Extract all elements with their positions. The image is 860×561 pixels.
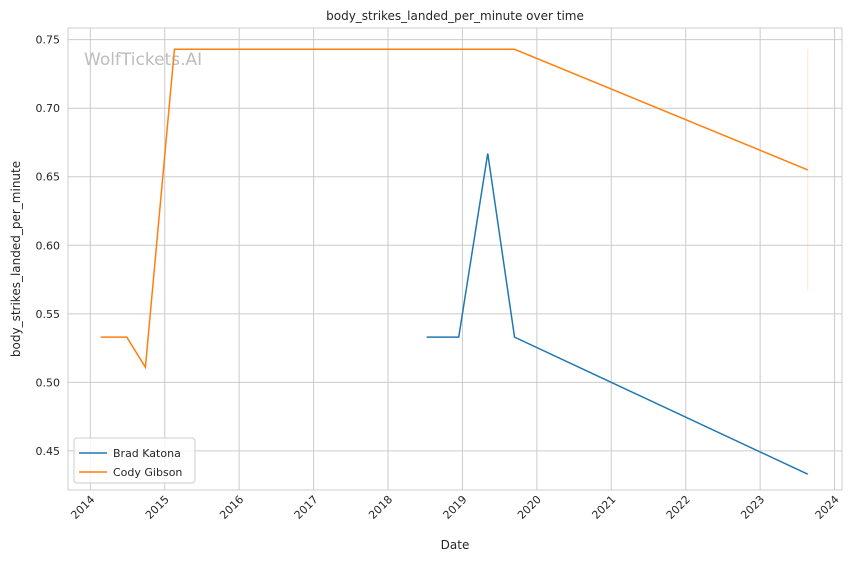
- x-tick-label: 2023: [738, 493, 767, 522]
- series-lines: [100, 48, 809, 475]
- y-tick-label: 0.45: [36, 445, 61, 458]
- watermark: WolfTickets.AI: [84, 50, 202, 70]
- x-tick-label: 2015: [143, 493, 172, 522]
- x-tick-label: 2024: [813, 493, 842, 522]
- x-tick-label: 2017: [292, 493, 321, 522]
- legend: Brad Katona Cody Gibson: [73, 437, 196, 484]
- y-tick-label: 0.75: [36, 34, 61, 47]
- x-tick-label: 2018: [366, 493, 395, 522]
- x-tick-label: 2020: [515, 493, 544, 522]
- x-axis-label: Date: [441, 538, 470, 552]
- y-tick-label: 0.50: [36, 376, 61, 389]
- plot-frame: [67, 27, 843, 491]
- x-tick-label: 2019: [441, 493, 470, 522]
- y-tick-label: 0.60: [36, 239, 61, 252]
- y-axis-label: body_strikes_landed_per_minute: [9, 161, 23, 357]
- x-tick-label: 2016: [217, 493, 246, 522]
- legend-label: Brad Katona: [113, 447, 181, 460]
- y-tick-label: 0.55: [36, 308, 61, 321]
- chart-title: body_strikes_landed_per_minute over time: [326, 9, 584, 23]
- series-line-cody-gibson: [100, 48, 809, 370]
- x-tick-label: 2021: [589, 493, 618, 522]
- legend-label: Cody Gibson: [113, 466, 182, 479]
- x-tick-label: 2022: [664, 493, 693, 522]
- y-tick-label: 0.65: [36, 171, 61, 184]
- x-tick-label: 2014: [68, 493, 97, 522]
- grid: [68, 28, 842, 490]
- y-tick-label: 0.70: [36, 102, 61, 115]
